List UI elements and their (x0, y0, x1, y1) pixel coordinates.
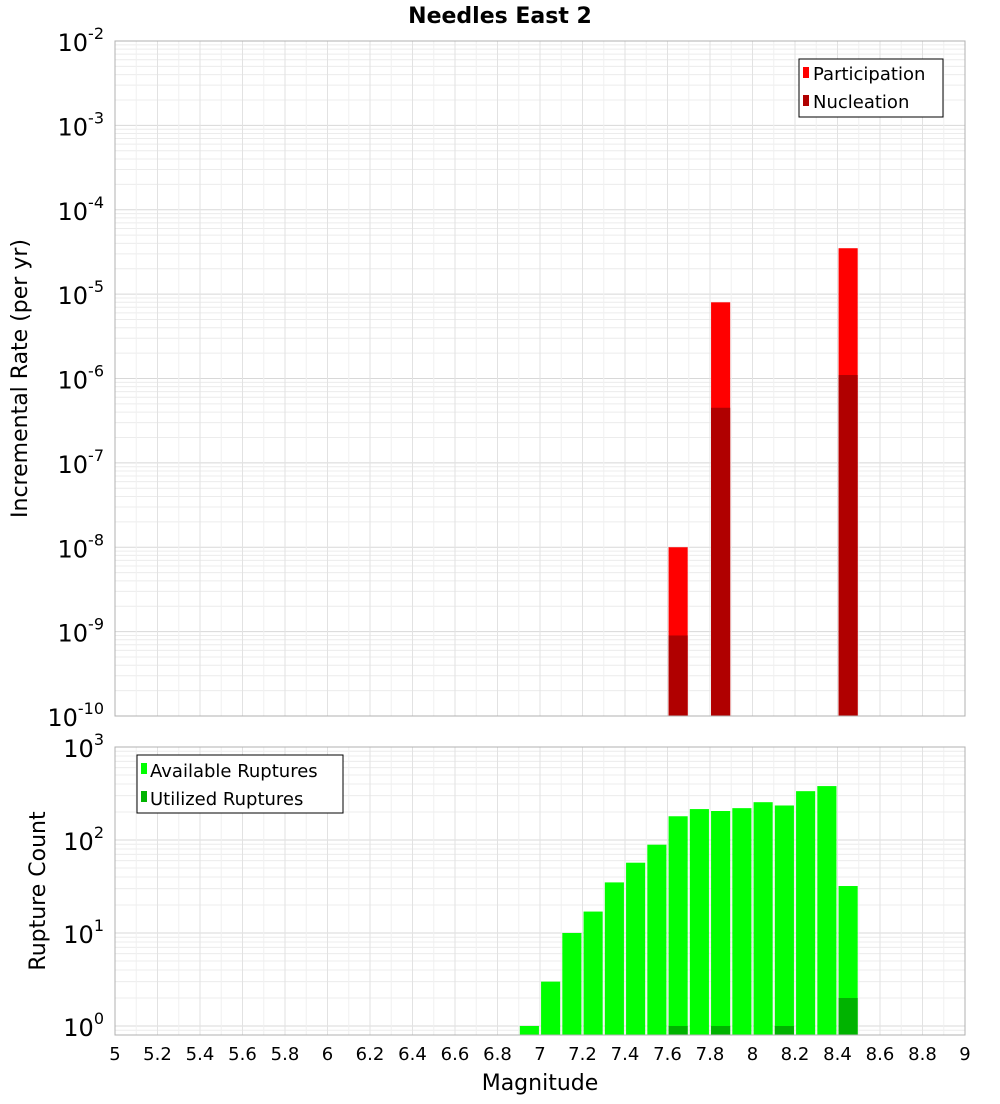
bottom-bar-utilized-ruptures (838, 997, 858, 1035)
x-tick-label: 7.2 (568, 1044, 597, 1065)
x-tick-label: 8.8 (908, 1044, 937, 1065)
bottom-legend-box (136, 754, 344, 814)
top-y-tick-label: 10-9 (58, 615, 105, 648)
top-bars (668, 248, 858, 717)
bottom-plot-frame (114, 746, 966, 1036)
top-y-axis-label: Incremental Rate (per yr) (8, 239, 33, 518)
bottom-y-tick-label: 100 (63, 1009, 104, 1042)
top-bar-nucleation (668, 635, 688, 716)
x-tick-label: 7 (534, 1044, 545, 1065)
bottom-bar-available-ruptures (711, 811, 731, 1035)
top-y-tick-label: 10-2 (58, 24, 105, 57)
x-tick-label: 5.4 (186, 1044, 215, 1065)
top-panel: 10-2 10-3 10-4 10-5 10-6 10-7 10-8 10-9 10-10 In… (8, 24, 966, 732)
bottom-bars (519, 786, 858, 1035)
x-tick-label: 8.4 (823, 1044, 852, 1065)
bottom-bar-available-ruptures (774, 805, 794, 1035)
x-tick-label: 6.4 (398, 1044, 427, 1065)
bottom-y-axis-label: Rupture Count (26, 811, 51, 971)
bottom-y-tick-label: 102 (63, 823, 104, 856)
bottom-bar-available-ruptures (753, 802, 773, 1035)
x-tick-label: 8 (747, 1044, 758, 1065)
bottom-y-tick-label: 103 (63, 730, 104, 763)
x-tick-label: 8.2 (781, 1044, 810, 1065)
bottom-bar-available-ruptures (604, 882, 624, 1035)
bottom-bar-available-ruptures (583, 911, 603, 1035)
top-legend-box (798, 58, 944, 118)
x-tick-label: 7.4 (611, 1044, 640, 1065)
x-tick-label: 5.2 (143, 1044, 172, 1065)
bottom-bar-available-ruptures (562, 932, 582, 1035)
bottom-legend: Available Ruptures Utilized Ruptures (136, 754, 344, 814)
bottom-bar-available-ruptures (626, 862, 646, 1035)
top-y-tick-label: 10-6 (58, 362, 105, 395)
top-plot-frame (114, 40, 966, 717)
x-tick-label: 8.6 (866, 1044, 895, 1065)
x-tick-label: 7.6 (653, 1044, 682, 1065)
bottom-bar-available-ruptures (519, 1025, 539, 1035)
legend-label-nucleation: Nucleation (813, 92, 909, 113)
bottom-bar-utilized-ruptures (774, 1025, 794, 1035)
chart-title: Needles East 2 (408, 4, 592, 29)
legend-swatch-participation (803, 67, 809, 78)
legend-swatch-utilized (141, 791, 147, 802)
x-tick-label: 6 (322, 1044, 333, 1065)
legend-label-utilized: Utilized Ruptures (150, 789, 303, 810)
bottom-bar-available-ruptures (689, 809, 709, 1035)
bottom-y-tick-label: 101 (63, 916, 104, 949)
top-bar-nucleation (838, 375, 858, 716)
bottom-y-ticks: 103 102 101 100 (63, 730, 104, 1042)
x-axis-ticks: 5 5.2 5.4 5.6 5.8 6 6.2 6.4 6.6 6.8 7 7.2 7.4 7.6 7.8 8… (109, 1044, 970, 1065)
top-y-tick-label: 10-4 (58, 193, 105, 226)
top-y-tick-label: 10-3 (58, 108, 105, 141)
legend-swatch-available (141, 763, 147, 774)
bottom-panel: 103 102 101 100 Rupture Count Available Rup… (26, 730, 966, 1042)
bottom-bar-available-ruptures (647, 844, 667, 1035)
legend-label-available: Available Ruptures (150, 761, 318, 782)
top-y-ticks: 10-2 10-3 10-4 10-5 10-6 10-7 10-8 10-9 10-10 (47, 24, 104, 732)
x-tick-label: 6.6 (441, 1044, 470, 1065)
bottom-bar-available-ruptures (817, 786, 837, 1035)
top-legend: Participation Nucleation (798, 58, 944, 118)
bottom-bar-available-ruptures (668, 816, 688, 1035)
x-tick-label: 6.2 (356, 1044, 385, 1065)
x-tick-label: 7.8 (696, 1044, 725, 1065)
x-tick-label: 5 (109, 1044, 120, 1065)
top-y-tick-label: 10-10 (47, 699, 104, 732)
bottom-bar-utilized-ruptures (711, 1025, 731, 1035)
legend-swatch-nucleation (803, 95, 809, 106)
x-tick-label: 9 (959, 1044, 970, 1065)
top-y-tick-label: 10-5 (58, 277, 105, 310)
x-tick-label: 5.8 (271, 1044, 300, 1065)
bottom-bar-utilized-ruptures (668, 1025, 688, 1035)
legend-label-participation: Participation (813, 64, 925, 85)
top-y-tick-label: 10-8 (58, 530, 105, 563)
bottom-bar-available-ruptures (541, 981, 561, 1035)
top-y-tick-label: 10-7 (58, 446, 105, 479)
x-tick-label: 6.8 (483, 1044, 512, 1065)
bottom-bar-available-ruptures (838, 886, 858, 1035)
x-tick-label: 5.6 (228, 1044, 257, 1065)
x-axis-label: Magnitude (482, 1071, 599, 1096)
bottom-bar-available-ruptures (796, 791, 816, 1035)
bottom-bar-available-ruptures (732, 808, 752, 1035)
top-major-grid (114, 41, 966, 716)
top-bar-nucleation (711, 407, 731, 716)
